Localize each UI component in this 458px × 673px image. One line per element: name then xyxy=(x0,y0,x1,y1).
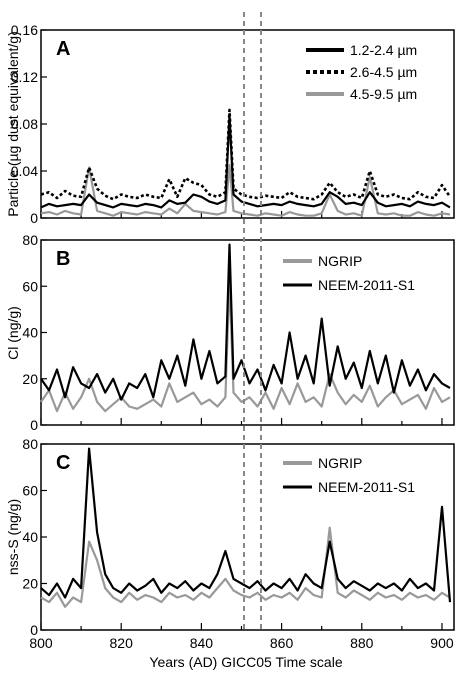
xtick-label: 800 xyxy=(29,635,53,651)
ytick-label: 0.16 xyxy=(11,22,38,38)
ytick-label: 40 xyxy=(22,325,38,341)
ytick-label: 0.08 xyxy=(11,116,38,132)
series-line-a-2 xyxy=(40,108,452,201)
legend-entry-c-2: NEEM-2011-S1 xyxy=(318,479,415,495)
xtick-label: 880 xyxy=(350,635,374,651)
ytick-label: 0.12 xyxy=(11,69,38,85)
panel-a-label: A xyxy=(56,38,70,60)
ytick-label: 20 xyxy=(22,371,38,387)
ytick-label: 80 xyxy=(22,232,38,248)
ytick-label: 0 xyxy=(30,210,38,226)
panel-b-label: B xyxy=(56,248,70,270)
legend-panel-a: 1.2-2.4 µm 2.6-4.5 µm 4.5-9.5 µm xyxy=(296,38,450,102)
legend-entry-a-1: 1.2-2.4 µm xyxy=(350,42,417,58)
series-line-b-1 xyxy=(40,278,451,413)
series-line-a-1 xyxy=(40,114,451,209)
legend-panel-c: NGRIP NEEM-2011-S1 xyxy=(275,452,451,500)
ytick-label: 20 xyxy=(22,576,38,592)
ytick-label: 60 xyxy=(22,483,38,499)
panel-a-ylabel: Particle (µg dust equivalent/g) xyxy=(5,31,21,217)
x-axis-label: Years (AD) GICC05 Time scale xyxy=(149,654,342,670)
series-line-a-3 xyxy=(40,164,451,217)
xtick-label: 860 xyxy=(270,635,294,651)
series-line-c-1 xyxy=(40,526,451,608)
series-line-b-2 xyxy=(40,243,451,401)
legend-panel-b: NGRIP NEEM-2011-S1 xyxy=(275,250,451,298)
ytick-label: 0 xyxy=(30,622,38,638)
legend-entry-b-2: NEEM-2011-S1 xyxy=(318,277,415,293)
panel-c-label: C xyxy=(56,452,70,474)
ytick-label: 0 xyxy=(30,417,38,433)
legend-entry-c-1: NGRIP xyxy=(318,455,362,471)
ytick-label: 40 xyxy=(22,529,38,545)
ytick-label: 60 xyxy=(22,278,38,294)
series-line-c-2 xyxy=(40,447,452,603)
plot-lines xyxy=(40,108,452,608)
legend-entry-b-1: NGRIP xyxy=(318,253,362,269)
xtick-label: 820 xyxy=(110,635,134,651)
ytick-label: 0.04 xyxy=(11,163,38,179)
xtick-label: 840 xyxy=(190,635,214,651)
legend-entry-a-3: 4.5-9.5 µm xyxy=(350,86,417,102)
xtick-label: 900 xyxy=(430,635,454,651)
panel-c-ylabel: nss-S (ng/g) xyxy=(5,499,21,575)
panel-b-ylabel: Cl (ng/g) xyxy=(5,306,21,360)
ytick-label: 80 xyxy=(22,436,38,452)
legend-entry-a-2: 2.6-4.5 µm xyxy=(350,64,417,80)
